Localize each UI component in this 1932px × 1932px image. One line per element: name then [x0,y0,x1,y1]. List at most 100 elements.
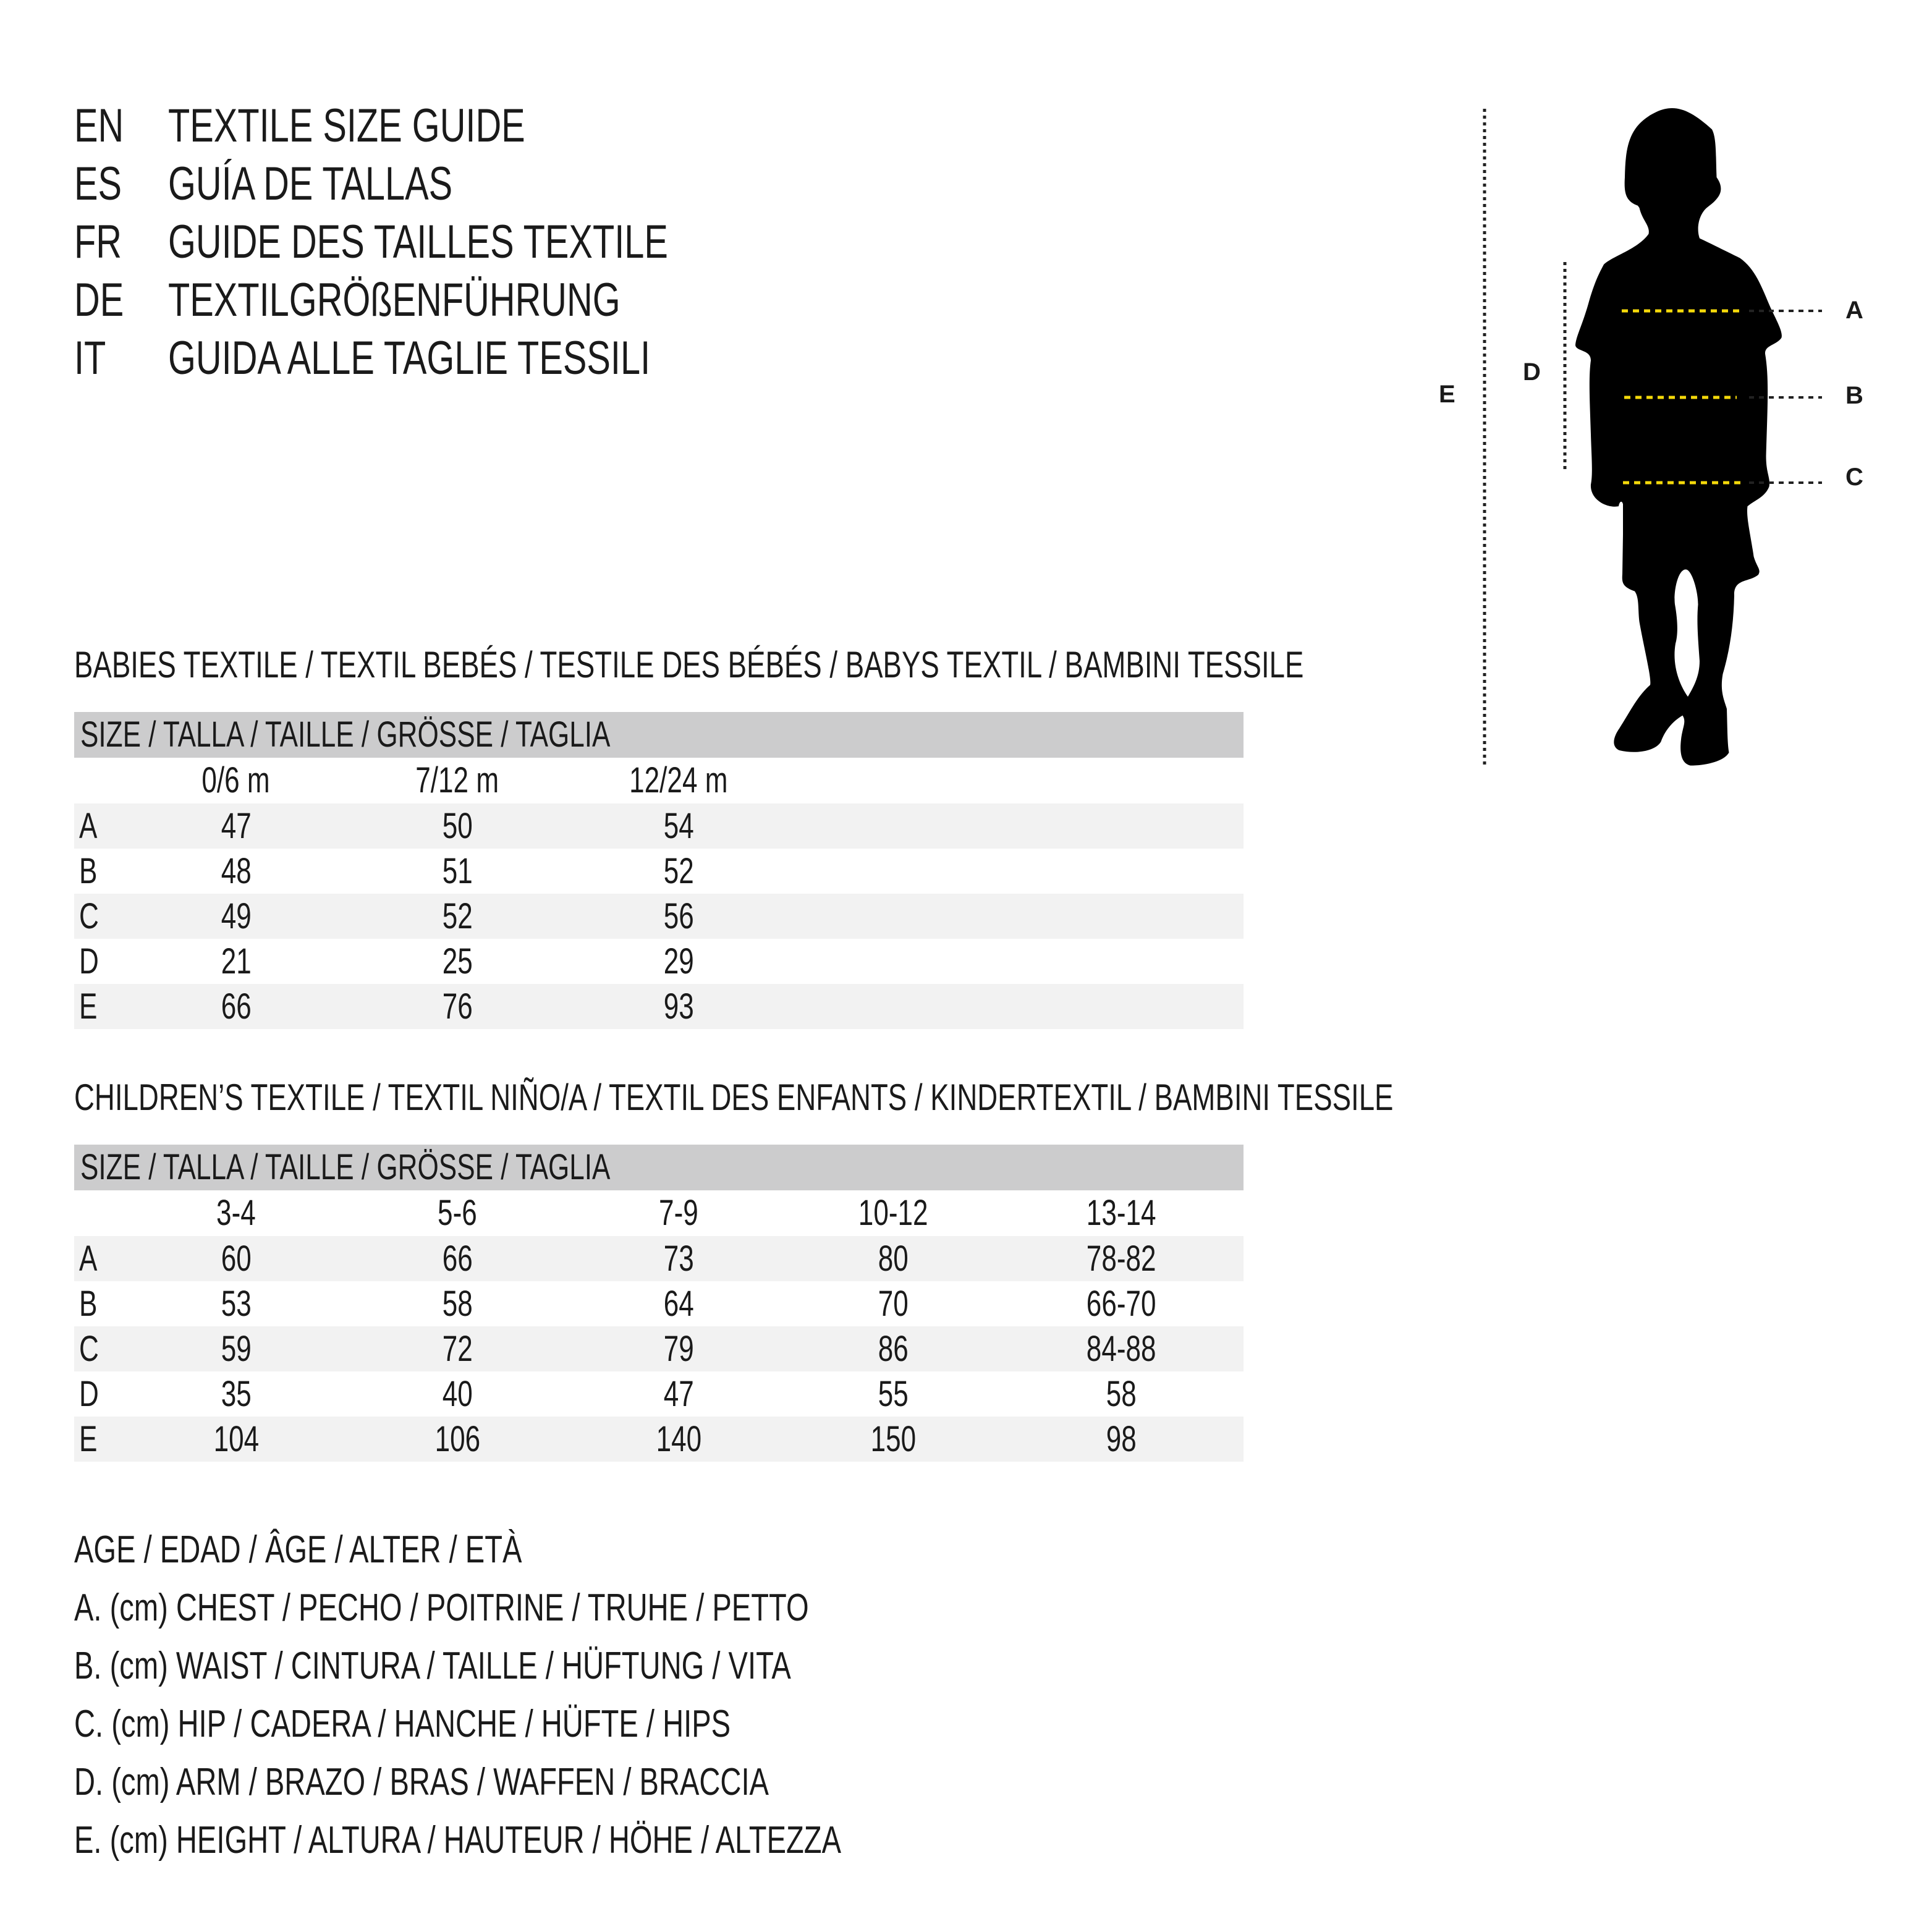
cell-value: 79 [663,1329,694,1369]
title-text: TEXTILE SIZE GUIDE [168,100,525,152]
column-header: 3-4 [143,1190,329,1235]
table-row: E 66 76 93 [74,984,1244,1029]
cell-value: 106 [434,1419,480,1459]
column-header-text: 7-9 [659,1193,698,1233]
row-label-text: C [79,1329,99,1369]
cell-value: 93 [663,986,694,1027]
column-header: 13-14 [1028,1190,1214,1235]
table-cell: 98 [1028,1417,1214,1462]
cell-value: 58 [1106,1374,1137,1414]
row-label-text: D [79,941,99,981]
legend-text: A. (cm) CHEST / PECHO / POITRINE / TRUHE… [74,1587,809,1629]
table-row: B 53 58 64 70 66-70 [74,1281,1244,1326]
cell-value: 78-82 [1086,1239,1156,1279]
babies-heading: BABIES TEXTILE / TEXTIL BEBÉS / TESTILE … [74,640,1692,690]
legend-e: E. (cm) HEIGHT / ALTURA / HAUTEUR / HÖHE… [74,1811,1083,1870]
table-row: E 104 106 140 150 98 [74,1417,1244,1462]
cell-value: 48 [221,851,252,891]
children-table: SIZE / TALLA / TAILLE / GRÖSSE / TAGLIA … [74,1145,1244,1462]
table-cell: 48 [143,849,329,894]
lang-code: DE [74,274,124,326]
row-label-text: B [79,1284,98,1324]
title-text: GUIDE DES TAILLES TEXTILE [168,216,668,268]
column-header-text: 3-4 [216,1193,256,1233]
cell-value: 25 [442,941,473,981]
cell-value: 66 [221,986,252,1027]
legend-text: C. (cm) HIP / CADERA / HANCHE / HÜFTE / … [74,1703,731,1745]
column-header: 7-9 [586,1190,771,1235]
lang-code: ES [74,158,122,210]
column-header: 12/24 m [586,758,771,803]
column-header-text: 0/6 m [201,760,271,800]
label-c: C [1845,464,1863,491]
cell-value: 86 [878,1329,909,1369]
row-label: C [79,1326,105,1371]
table-cell: 104 [143,1417,329,1462]
cell-value: 80 [878,1239,909,1279]
babies-table: SIZE / TALLA / TAILLE / GRÖSSE / TAGLIA … [74,712,1244,1029]
cell-value: 49 [221,896,252,936]
row-label: C [79,894,105,939]
table-cell: 80 [800,1236,986,1281]
table-row: D 21 25 29 [74,939,1244,984]
size-header-text: SIZE / TALLA / TAILLE / GRÖSSE / TAGLIA [80,714,611,755]
row-label-text: E [79,1419,98,1459]
table-cell: 76 [365,984,550,1029]
title-text: GUÍA DE TALLAS [168,158,453,210]
legend-b: B. (cm) WAIST / CINTURA / TAILLE / HÜFTU… [74,1637,1017,1695]
cell-value: 70 [878,1284,909,1324]
column-header: 0/6 m [143,758,329,803]
row-label-text: B [79,851,98,891]
row-label-text: E [79,986,98,1027]
table-cell: 52 [365,894,550,939]
table-row: A 60 66 73 80 78-82 [74,1236,1244,1281]
table-cell: 79 [586,1326,771,1371]
table-cell: 47 [586,1371,771,1417]
table-row: D 35 40 47 55 58 [74,1371,1244,1417]
cell-value: 84-88 [1086,1329,1156,1369]
table-cell: 78-82 [1028,1236,1214,1281]
table-cell: 66 [365,1236,550,1281]
cell-value: 40 [442,1374,473,1414]
legend-age: AGE / EDAD / ÂGE / ALTER / ETÀ [74,1521,663,1579]
table-cell: 55 [800,1371,986,1417]
table-cell: 66-70 [1028,1281,1214,1326]
table-cell: 51 [365,849,550,894]
cell-value: 35 [221,1374,252,1414]
cell-value: 76 [442,986,473,1027]
lang-code: EN [74,100,124,152]
table-cell: 47 [143,803,329,849]
cell-value: 66-70 [1086,1284,1156,1324]
legend-text: E. (cm) HEIGHT / ALTURA / HAUTEUR / HÖHE… [74,1819,841,1862]
legend-a: A. (cm) CHEST / PECHO / POITRINE / TRUHE… [74,1579,1041,1637]
table-cell: 72 [365,1326,550,1371]
table-cell: 70 [800,1281,986,1326]
table-cell: 29 [586,939,771,984]
cell-value: 29 [663,941,694,981]
table-cell: 93 [586,984,771,1029]
cell-value: 104 [213,1419,259,1459]
table-cell: 40 [365,1371,550,1417]
row-label: A [79,803,103,849]
row-label: B [79,849,103,894]
label-a: A [1845,297,1863,324]
cell-value: 72 [442,1329,473,1369]
cell-value: 47 [221,806,252,846]
table-cell: 60 [143,1236,329,1281]
table-row: B 48 51 52 [74,849,1244,894]
table-cell: 140 [586,1417,771,1462]
cell-value: 21 [221,941,252,981]
row-label: D [79,939,105,984]
column-header-row: 0/6 m 7/12 m 12/24 m [74,758,1244,803]
column-header: 5-6 [365,1190,550,1235]
table-cell: 54 [586,803,771,849]
cell-value: 52 [663,851,694,891]
title-text: GUIDA ALLE TAGLIE TESSILI [168,332,651,384]
table-cell: 73 [586,1236,771,1281]
cell-value: 150 [870,1419,916,1459]
row-label-text: D [79,1374,99,1414]
row-label-text: A [79,806,98,846]
table-cell: 50 [365,803,550,849]
row-label: D [79,1371,105,1417]
